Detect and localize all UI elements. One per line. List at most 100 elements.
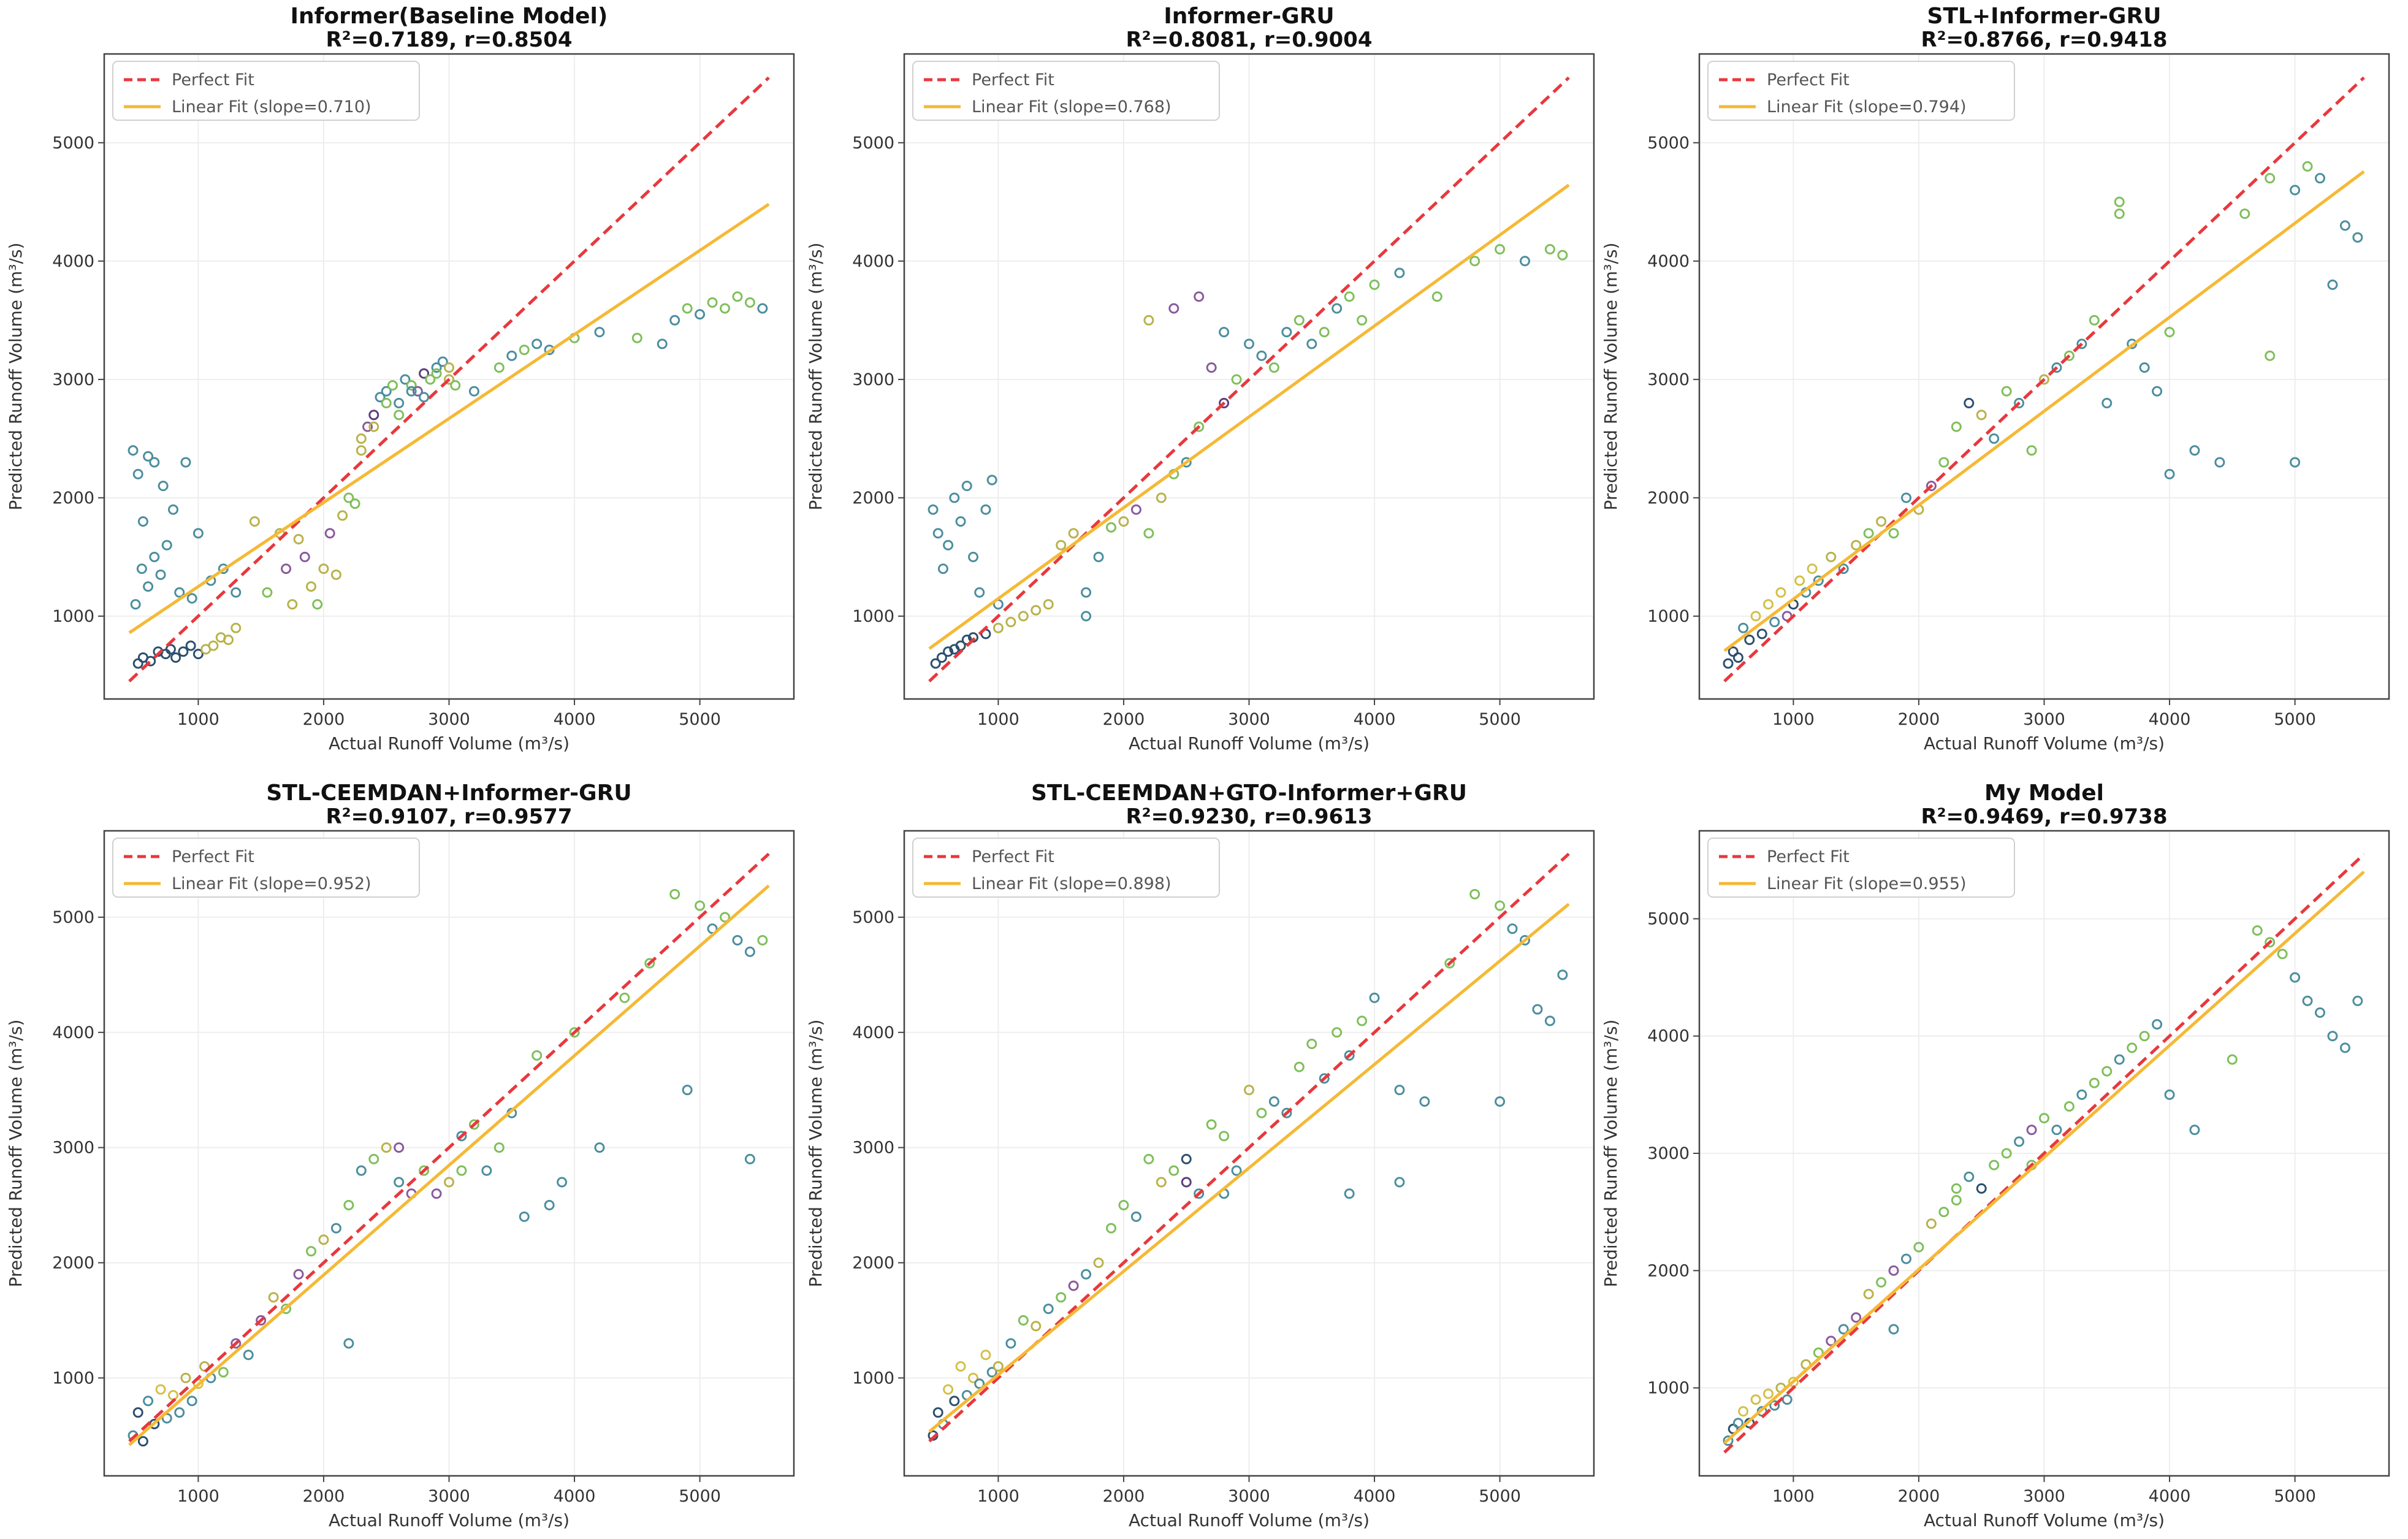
data-point xyxy=(1005,617,1016,628)
data-point xyxy=(1544,243,1555,254)
y-tick-label: 1000 xyxy=(852,607,894,626)
data-point xyxy=(143,581,154,592)
data-point xyxy=(974,1378,985,1389)
data-point xyxy=(1294,1061,1305,1072)
data-point xyxy=(1281,327,1292,338)
data-point xyxy=(1306,338,1317,349)
data-point xyxy=(2189,1125,2200,1136)
x-tick-label: 4000 xyxy=(1354,1487,1396,1506)
y-axis-label: Predicted Runoff Volume (m³/s) xyxy=(1601,243,1621,511)
data-point xyxy=(1964,397,1975,408)
data-point xyxy=(1769,1400,1780,1411)
data-point xyxy=(132,1407,143,1418)
x-tick-label: 5000 xyxy=(1479,1487,1521,1506)
data-point xyxy=(143,1396,154,1407)
data-point xyxy=(1081,611,1092,622)
data-point xyxy=(1294,315,1305,326)
x-tick-label: 2000 xyxy=(1103,1487,1145,1506)
data-point xyxy=(343,1338,354,1349)
data-point xyxy=(619,992,630,1003)
data-point xyxy=(368,410,379,421)
x-tick-label: 5000 xyxy=(679,710,721,729)
data-point xyxy=(1756,628,1767,640)
data-point xyxy=(532,338,543,349)
data-point xyxy=(1168,303,1179,314)
data-point xyxy=(1394,267,1405,278)
data-point xyxy=(968,1372,978,1383)
data-point xyxy=(362,421,373,432)
data-point xyxy=(1989,433,2000,444)
data-point xyxy=(218,1367,229,1378)
data-point xyxy=(955,1361,966,1372)
data-point xyxy=(468,386,479,397)
data-point xyxy=(1244,338,1254,349)
data-point xyxy=(1357,1015,1368,1026)
data-point xyxy=(1206,1119,1217,1130)
y-tick-label: 4000 xyxy=(852,252,894,271)
data-point xyxy=(2139,362,2150,373)
data-point xyxy=(394,1177,405,1188)
x-tick-label: 5000 xyxy=(2274,1487,2316,1506)
data-point xyxy=(406,386,417,397)
data-point xyxy=(1876,1277,1887,1288)
data-point xyxy=(132,658,143,669)
linear-fit-line xyxy=(928,183,1570,650)
legend-box xyxy=(112,61,420,121)
data-point xyxy=(2290,457,2301,468)
data-point xyxy=(1901,492,1911,503)
data-point xyxy=(1951,421,1962,432)
data-point xyxy=(318,563,329,575)
data-point xyxy=(974,587,985,598)
data-point xyxy=(1723,658,1734,669)
data-point xyxy=(1344,291,1355,302)
data-point xyxy=(968,551,978,562)
data-point xyxy=(1130,1211,1141,1222)
data-point xyxy=(1838,563,1849,575)
y-tick-label: 3000 xyxy=(852,370,894,389)
data-point xyxy=(682,303,693,314)
data-point xyxy=(993,1361,1004,1372)
linear-fit-line xyxy=(1723,170,2365,652)
chart-subtitle: R²=0.9107, r=0.9577 xyxy=(326,804,573,829)
data-point xyxy=(1763,1388,1774,1399)
perfect-fit-line xyxy=(1723,853,2365,1454)
data-point xyxy=(155,1384,166,1395)
data-point xyxy=(1357,315,1368,326)
data-point xyxy=(324,528,335,539)
data-point xyxy=(128,445,139,456)
data-point xyxy=(949,492,960,503)
data-point xyxy=(1068,528,1079,539)
x-tick-label: 3000 xyxy=(2023,710,2065,729)
data-point xyxy=(431,368,442,379)
data-point xyxy=(412,386,423,397)
data-point xyxy=(2014,1136,2025,1147)
y-tick-label: 5000 xyxy=(852,908,894,927)
data-point xyxy=(2063,1101,2075,1112)
data-point xyxy=(657,338,668,349)
legend-perfect-fit-label: Perfect Fit xyxy=(172,71,254,90)
y-tick-label: 4000 xyxy=(52,252,94,271)
data-point xyxy=(1863,528,1874,539)
data-point xyxy=(1419,1096,1430,1107)
data-point xyxy=(481,1165,492,1176)
data-point xyxy=(437,356,448,367)
data-point xyxy=(1143,528,1154,539)
data-point xyxy=(368,421,379,432)
data-point xyxy=(2277,949,2288,960)
data-point xyxy=(2014,397,2025,408)
data-point xyxy=(1775,587,1786,598)
data-point xyxy=(961,481,972,492)
y-tick-label: 1000 xyxy=(852,1369,894,1388)
data-point xyxy=(930,658,941,669)
chart-panel-4: 1000 1000 2000 2000 3000 3000 4000 4000 5000 5000… xyxy=(6,781,795,1530)
data-point xyxy=(1106,522,1116,533)
x-tick-label: 3000 xyxy=(1228,1487,1270,1506)
data-point xyxy=(161,540,172,551)
y-tick-label: 1000 xyxy=(52,607,94,626)
data-point xyxy=(168,504,178,515)
data-point xyxy=(744,297,755,308)
data-point xyxy=(2265,173,2276,184)
data-point xyxy=(1056,540,1067,551)
data-point xyxy=(287,599,298,610)
data-point xyxy=(394,397,405,408)
